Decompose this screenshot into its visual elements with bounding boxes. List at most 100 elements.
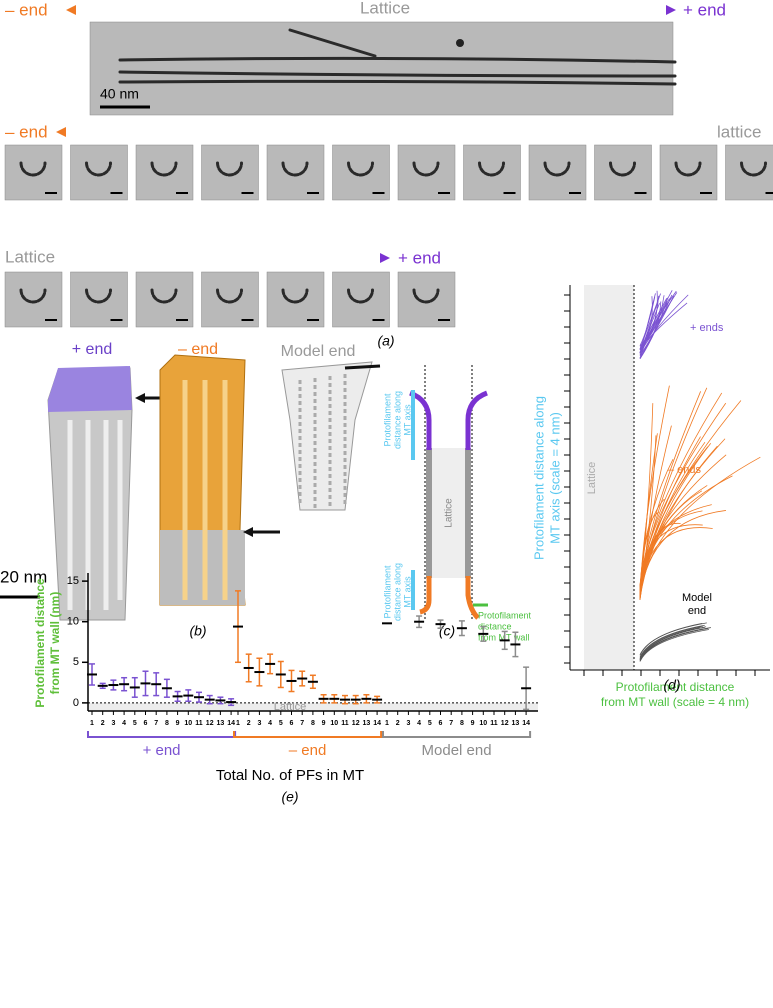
x-tick-label: 9 <box>471 720 475 727</box>
x-tick-label: 2 <box>101 720 105 727</box>
panel-label: (e) <box>281 789 298 805</box>
y-label-line: from MT wall (nm) <box>48 592 62 695</box>
x-tick-label: 14 <box>373 720 381 727</box>
mt-cross-section <box>347 161 374 177</box>
x-tick-label: 4 <box>417 720 421 727</box>
micrograph-tile <box>332 271 390 328</box>
end-label: + end <box>683 0 726 19</box>
y-tick-label: 5 <box>73 656 79 668</box>
text-group: Protofilament distance along MT axisProtof… <box>382 391 531 642</box>
lattice-region <box>88 702 538 711</box>
x-tick-label: 7 <box>449 720 453 727</box>
x-tick-label: 2 <box>396 720 400 727</box>
x-tick-label: 6 <box>144 720 148 727</box>
y-tick-label: 15 <box>67 575 79 587</box>
tile-row <box>4 271 456 328</box>
trace <box>639 402 727 590</box>
micrograph-tile <box>594 144 652 201</box>
label-line: from MT wall (scale = 4 nm) <box>601 695 749 709</box>
trace <box>639 458 674 596</box>
x-label: Total No. of PFs in MT <box>216 767 364 784</box>
mt-cross-section <box>150 161 178 177</box>
mt-cross-section <box>19 161 47 177</box>
micrograph-tile <box>397 144 456 201</box>
x-tick-label: 12 <box>501 720 509 727</box>
x-tick-label: 8 <box>311 720 315 727</box>
x-tick-label: 4 <box>268 720 272 727</box>
arrow-head <box>56 127 66 137</box>
lattice-region <box>584 285 634 670</box>
x-tick-label: 9 <box>322 720 326 727</box>
mt-cross-section <box>412 288 440 304</box>
mt-cross-section <box>347 288 374 304</box>
arrow-head <box>66 5 76 15</box>
x-tick-label: 2 <box>247 720 251 727</box>
x-tick-label: 5 <box>279 720 283 727</box>
trace <box>639 295 665 360</box>
group-bracket <box>87 731 237 738</box>
scale-label: 40 nm <box>100 86 139 102</box>
x-tick-label: 12 <box>352 720 360 727</box>
x-tick-label: 10 <box>184 720 192 727</box>
micrograph-tile <box>266 271 325 328</box>
pf-plus <box>465 390 488 450</box>
micrograph-tile <box>528 144 587 201</box>
x-tick-label: 14 <box>227 720 235 727</box>
end-label: – end <box>5 122 48 141</box>
panel-b: + end – end Model end 20 nm (b) <box>0 341 381 639</box>
trace <box>639 295 660 350</box>
x-tick-label: 11 <box>490 720 498 727</box>
x-tick-label: 7 <box>154 720 158 727</box>
x-tick-label: 10 <box>330 720 338 727</box>
pointer-head <box>135 393 145 403</box>
x-tick-label: 3 <box>257 720 261 727</box>
scale-label: 20 nm <box>0 567 47 586</box>
arrow-head <box>666 5 676 15</box>
plus-end-cap <box>48 366 132 412</box>
end-label: – ends <box>668 464 702 476</box>
protofilament <box>182 380 228 600</box>
trace <box>639 456 761 600</box>
mt-cross-section <box>281 161 309 177</box>
lattice-region <box>427 448 470 578</box>
panel-d: Lattice + ends – ends Protofilament dist… <box>531 285 770 709</box>
y-tick-label: 0 <box>73 697 79 709</box>
group-label: + end <box>143 742 181 759</box>
label-line: MT axis <box>402 404 412 436</box>
x-tick-label: 10 <box>479 720 487 727</box>
traces <box>639 290 761 662</box>
mt-cross-section <box>740 161 767 177</box>
label-line: distance along <box>392 391 402 449</box>
trace <box>639 626 701 660</box>
x-tick-label: 14 <box>522 720 530 727</box>
x-tick-label: 13 <box>512 720 520 727</box>
x-tick-label: 13 <box>363 720 371 727</box>
rotated-label: Protofilament distance along MT axis <box>382 563 412 621</box>
lattice-label: lattice <box>717 122 761 141</box>
micrograph-tile <box>4 271 63 328</box>
label-line: Protofilament distance along <box>531 396 546 560</box>
x-tick-label: 3 <box>406 720 410 727</box>
pointer <box>344 364 381 370</box>
end-label: – end <box>5 0 48 19</box>
label-line: Protofilament <box>478 610 532 620</box>
group-bracket <box>382 731 532 738</box>
x-tick-label: 11 <box>195 720 203 727</box>
x-tick-label: 1 <box>385 720 389 727</box>
x-tick-label: 6 <box>290 720 294 727</box>
micrograph-tile <box>463 144 521 201</box>
x-tick-label: 1 <box>90 720 94 727</box>
text-group: Protofilament distance along MT axis (sca… <box>531 396 749 709</box>
trace <box>639 624 705 658</box>
trace <box>639 435 657 594</box>
end-label: + ends <box>690 322 724 334</box>
x-tick-label: 13 <box>217 720 225 727</box>
mt-cross-section <box>543 161 571 177</box>
tile-row <box>4 144 773 201</box>
trace <box>639 290 673 356</box>
lattice-label: Lattice <box>444 498 455 528</box>
micrograph-tile <box>332 144 390 201</box>
end-label: Model end <box>281 343 356 360</box>
mt-cross-section <box>674 161 702 177</box>
